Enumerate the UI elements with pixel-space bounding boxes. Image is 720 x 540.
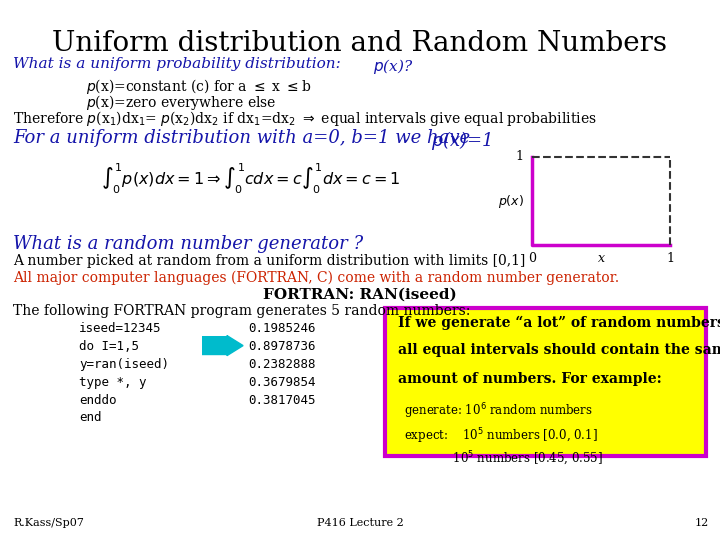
Text: All major computer languages (FORTRAN, C) come with a random number generator.: All major computer languages (FORTRAN, C…	[13, 271, 619, 286]
Text: Uniform distribution and Random Numbers: Uniform distribution and Random Numbers	[53, 30, 667, 57]
Text: 10$^5$ numbers [0.45, 0.55]: 10$^5$ numbers [0.45, 0.55]	[405, 450, 603, 468]
Text: 0: 0	[528, 252, 536, 265]
Text: type *, y: type *, y	[79, 376, 147, 389]
Text: x: x	[598, 252, 605, 265]
Text: R.Kass/Sp07: R.Kass/Sp07	[13, 518, 84, 528]
Text: expect:    10$^5$ numbers [0.0, 0.1]: expect: 10$^5$ numbers [0.0, 0.1]	[405, 427, 598, 446]
Text: 0.1985246: 0.1985246	[248, 322, 316, 335]
Text: enddo: enddo	[79, 394, 117, 407]
Text: $p$(x)=1: $p$(x)=1	[431, 129, 491, 152]
Text: 1: 1	[516, 151, 524, 164]
Text: 0.8978736: 0.8978736	[248, 340, 316, 353]
Text: $\int_0^1 p(x)dx = 1 \Rightarrow \int_0^1 cdx = c\int_0^1 dx = c = 1$: $\int_0^1 p(x)dx = 1 \Rightarrow \int_0^…	[101, 162, 400, 197]
Text: FORTRAN: RAN(iseed): FORTRAN: RAN(iseed)	[263, 288, 457, 302]
Text: $p$(x)=zero everywhere else: $p$(x)=zero everywhere else	[86, 93, 276, 112]
Text: 1: 1	[667, 252, 675, 265]
Text: $p$(x)=constant (c) for a $\leq$ x $\leq$b: $p$(x)=constant (c) for a $\leq$ x $\leq…	[86, 77, 312, 96]
Text: $p$(x)?: $p$(x)?	[373, 57, 413, 76]
Text: For a uniform distribution with a=0, b=1 we have: For a uniform distribution with a=0, b=1…	[13, 129, 476, 146]
Text: y=ran(iseed): y=ran(iseed)	[79, 358, 169, 371]
Text: 0.2382888: 0.2382888	[248, 358, 316, 371]
FancyBboxPatch shape	[385, 308, 706, 456]
Text: If we generate “a lot” of random numbers: If we generate “a lot” of random numbers	[398, 315, 720, 329]
Text: The following FORTRAN program generates 5 random numbers:: The following FORTRAN program generates …	[13, 304, 470, 318]
Text: 0.3817045: 0.3817045	[248, 394, 316, 407]
Text: What is a random number generator ?: What is a random number generator ?	[13, 235, 363, 253]
Text: 12: 12	[695, 518, 709, 528]
Text: $p(x)$: $p(x)$	[498, 192, 524, 210]
Text: all equal intervals should contain the same: all equal intervals should contain the s…	[398, 343, 720, 357]
FancyArrow shape	[202, 335, 243, 356]
Text: iseed=12345: iseed=12345	[79, 322, 162, 335]
Text: Therefore $p$(x$_1$)dx$_1$= $p$(x$_2$)dx$_2$ if dx$_1$=dx$_2$ $\Rightarrow$ equa: Therefore $p$(x$_1$)dx$_1$= $p$(x$_2$)dx…	[13, 109, 597, 128]
Text: end: end	[79, 411, 102, 424]
Text: generate: 10$^6$ random numbers: generate: 10$^6$ random numbers	[405, 401, 593, 421]
Text: 0.3679854: 0.3679854	[248, 376, 316, 389]
Text: A number picked at random from a uniform distribution with limits [0,1]: A number picked at random from a uniform…	[13, 254, 526, 268]
Text: P416 Lecture 2: P416 Lecture 2	[317, 518, 403, 528]
Text: amount of numbers. For example:: amount of numbers. For example:	[398, 372, 662, 386]
Text: What is a uniform probability distribution:: What is a uniform probability distributi…	[13, 57, 346, 71]
Text: do I=1,5: do I=1,5	[79, 340, 139, 353]
